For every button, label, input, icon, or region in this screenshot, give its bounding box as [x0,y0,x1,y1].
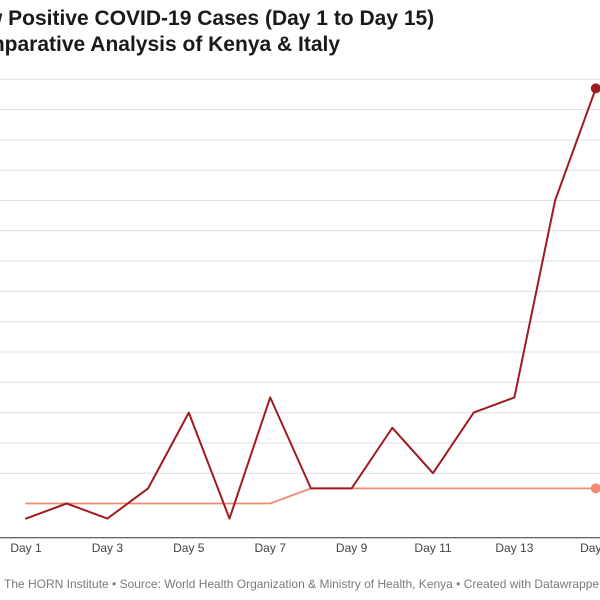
x-tick-label: Day 13 [495,541,533,555]
x-tick-label: Day 5 [173,541,205,555]
x-tick-label: Day 3 [92,541,124,555]
series-end-point-2 [590,483,600,494]
series-line-1 [25,87,597,520]
chart-title-line-1: w Positive COVID-19 Cases (Day 1 to Day … [0,7,435,30]
series-end-points [590,83,600,494]
x-tick-label: Day 9 [336,541,368,555]
series-line-2 [25,487,597,505]
chart-title: w Positive COVID-19 Cases (Day 1 to Day … [0,6,434,58]
x-tick-label: Day 11 [414,541,451,555]
gridlines [0,78,600,474]
x-axis-tick-labels: Day 1 Day 3 Day 5 Day 7 Day 9 Day 11 Day 13 Day… [10,541,600,555]
chart-title-line-2: mparative Analysis of Kenya & Italy [0,33,341,56]
x-tick-label: Day 1 [580,541,600,555]
x-tick-label: Day 7 [255,541,287,555]
x-tick-label: Day 1 [10,541,42,555]
series-lines [25,87,597,520]
series-end-point-1 [590,83,600,94]
source-footer: The HORN Institute • Source: World Healt… [4,577,600,591]
